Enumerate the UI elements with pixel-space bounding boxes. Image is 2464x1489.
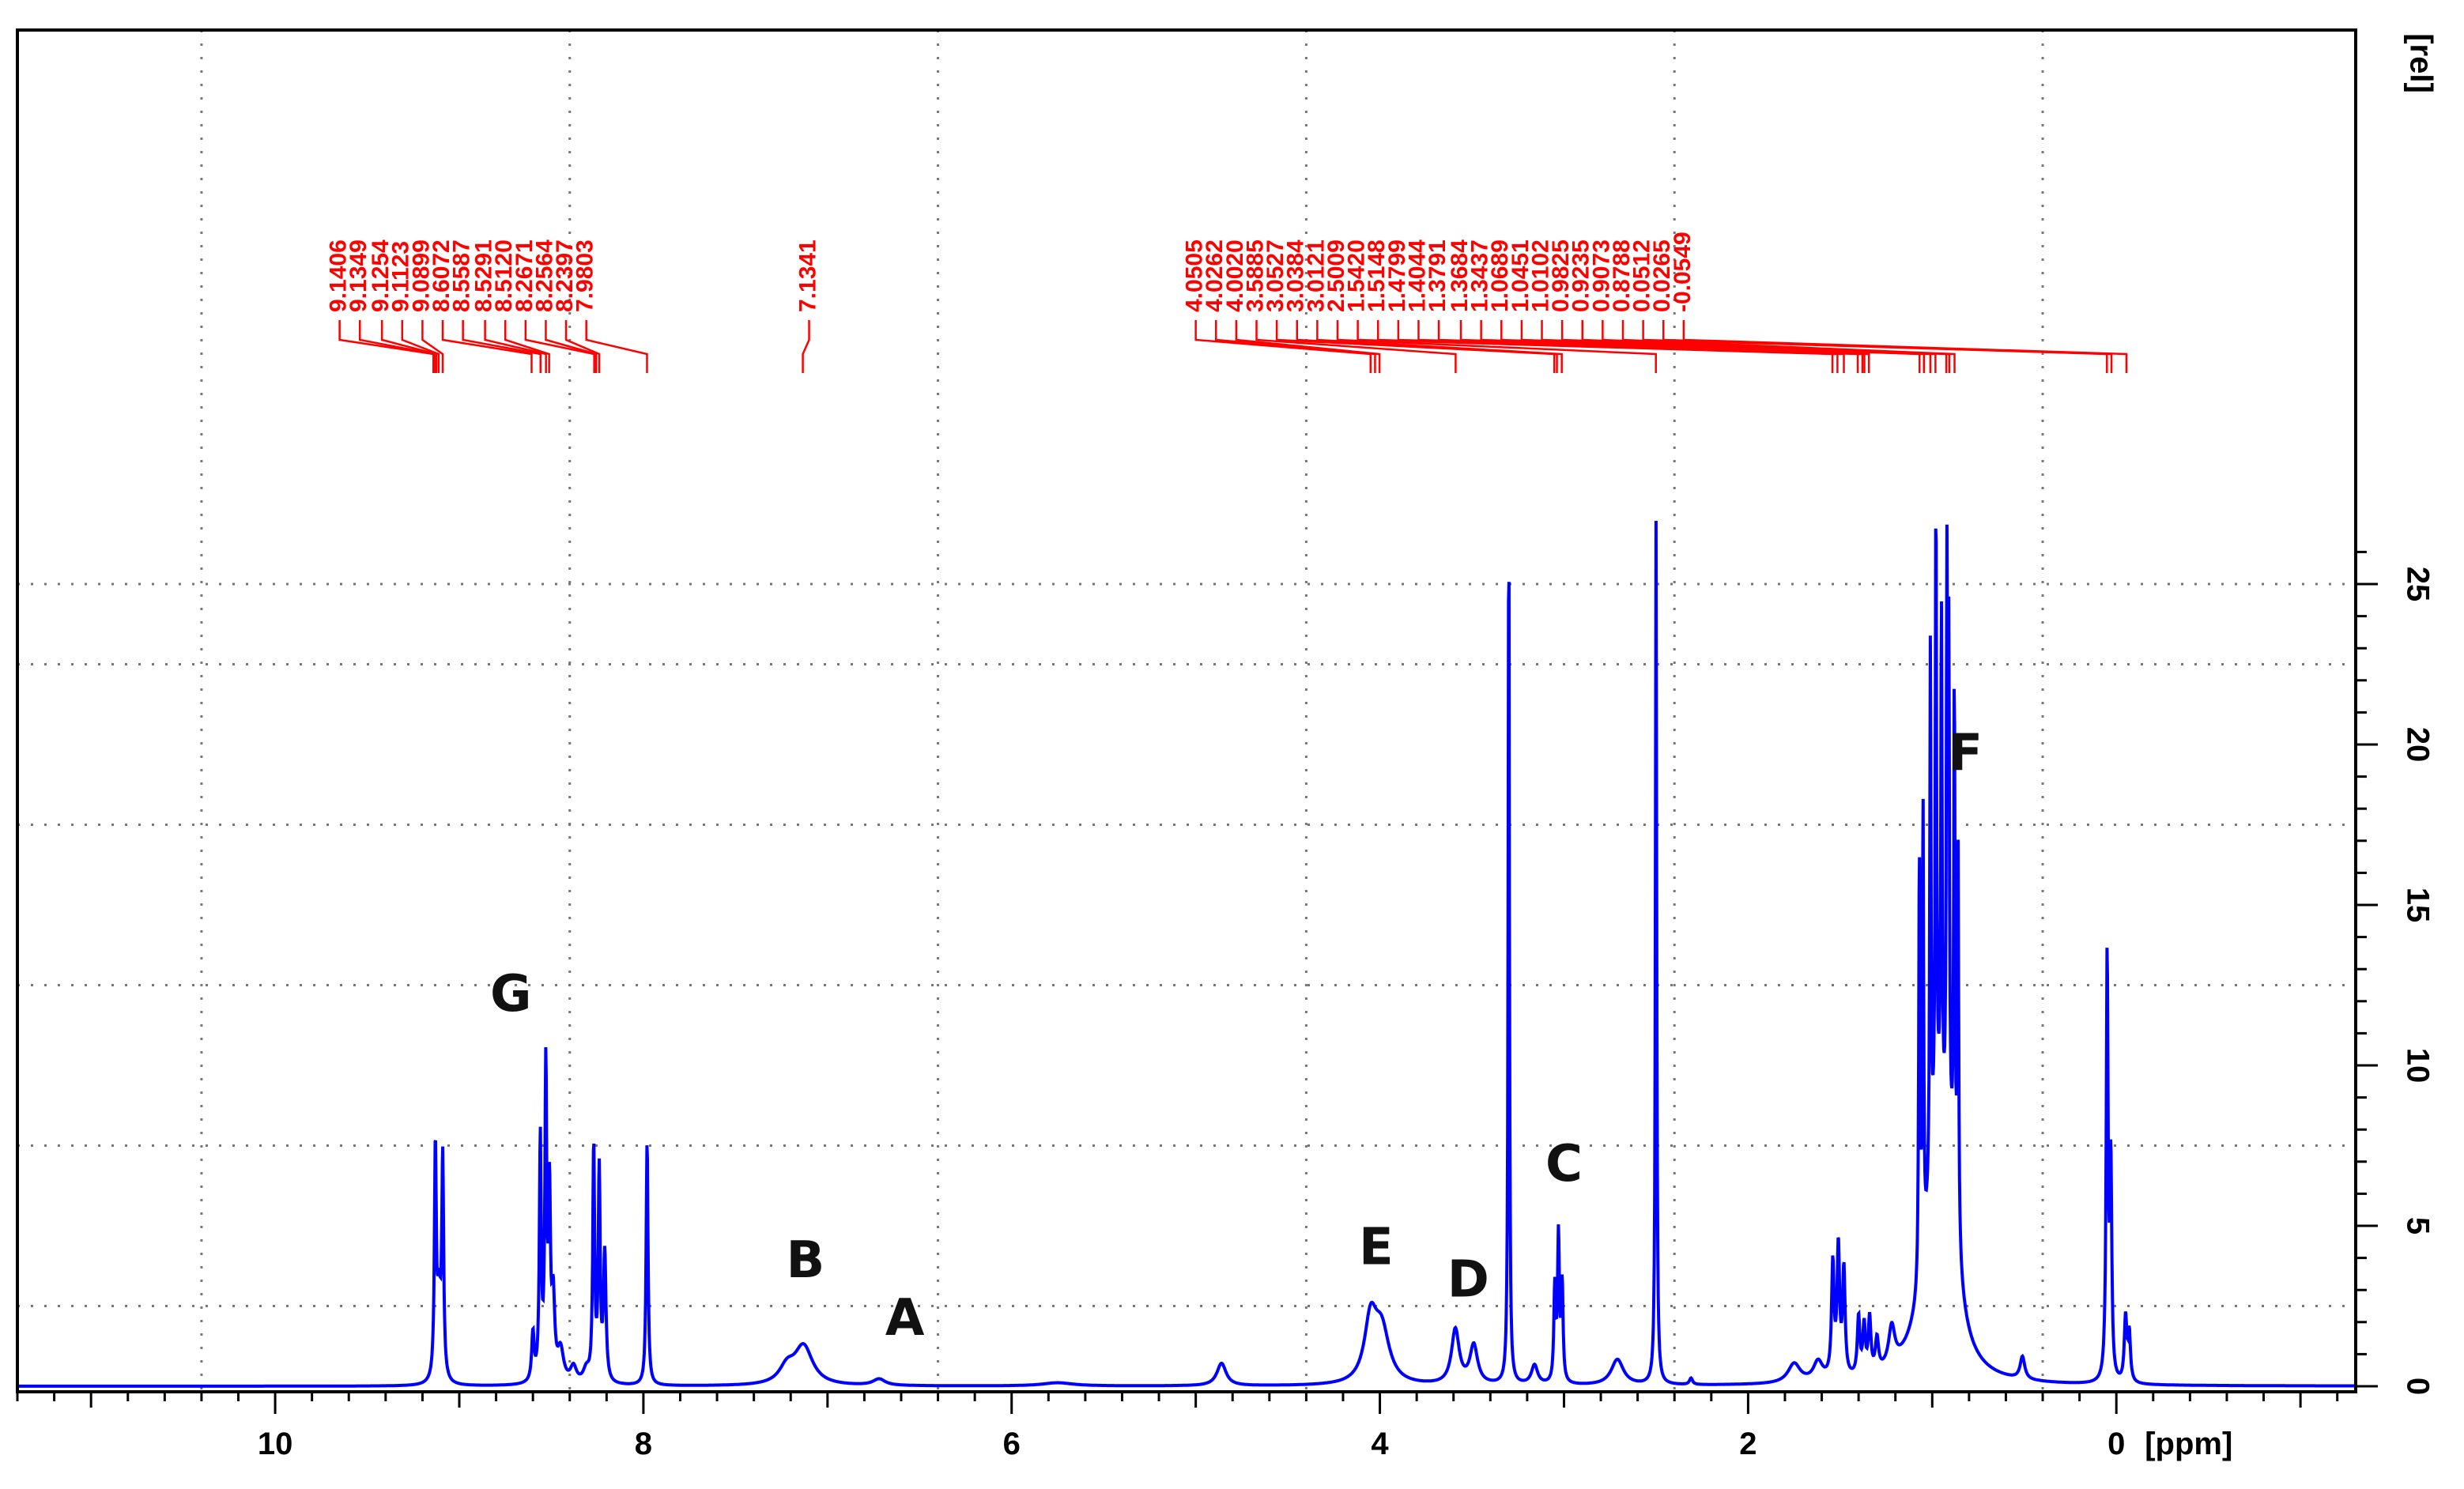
region-letters: G B A EDC F: [490, 724, 1983, 1348]
peak-label: 1.5420: [1344, 239, 1370, 312]
peak-label: 1.4044: [1404, 239, 1430, 312]
peak-label: 3.0384: [1283, 239, 1309, 312]
peak-label: 4.0505: [1182, 239, 1208, 312]
peak-label: 8.5587: [449, 239, 475, 312]
x-tick-label: 0: [2107, 1427, 2125, 1461]
peak-label: 8.5291: [471, 239, 497, 312]
peak-leader-line: [1480, 320, 1870, 373]
peak-label: 2.5009: [1323, 239, 1349, 312]
peak-label: 8.2397: [552, 239, 578, 312]
region-label-b: B: [786, 1231, 824, 1290]
peak-label: 0.0512: [1629, 239, 1655, 312]
peak-label: 0.9235: [1568, 239, 1594, 312]
peak-label: 4.0262: [1202, 239, 1228, 312]
peak-label: 7.1341: [794, 239, 821, 312]
peak-label: 0.8788: [1609, 239, 1635, 312]
peak-label: 1.4799: [1384, 239, 1410, 312]
peak-leader-line: [524, 320, 595, 373]
peak-leader-line: [802, 320, 810, 373]
peak-label: 1.5148: [1364, 239, 1390, 312]
peak-leader-line: [401, 320, 440, 373]
peak-leader-line: [564, 320, 601, 373]
peak-label: 1.0451: [1507, 239, 1534, 312]
peak-leader-line: [1336, 320, 1657, 373]
peak-label: 1.0102: [1527, 239, 1553, 312]
plot-frame: [16, 28, 2357, 1393]
grid-lines: [17, 30, 2356, 1392]
peak-label: 9.1254: [368, 239, 394, 312]
region-label-a: A: [885, 1289, 925, 1348]
peak-leader-line: [1682, 320, 2128, 373]
peak-leader-line: [1316, 320, 1563, 373]
peak-leader-line: [484, 320, 547, 373]
region-label-c: C: [1545, 1135, 1583, 1193]
peak-leader-line: [421, 320, 444, 373]
peak-leader-line: [462, 320, 542, 373]
region-label-g: G: [490, 965, 532, 1023]
peak-leader-line: [585, 320, 648, 373]
peak-leader-line: [504, 320, 550, 373]
peak-leader-line: [1621, 320, 1956, 373]
peak-label: 4.0020: [1222, 239, 1248, 312]
peak-label: 1.3791: [1424, 239, 1451, 312]
peak-label: 8.5120: [491, 239, 517, 312]
peak-leader-line: [380, 320, 438, 373]
peak-leader-line: [358, 320, 436, 373]
peak-label: 8.6072: [428, 239, 455, 312]
x-axis-label: [ppm]: [2145, 1427, 2232, 1461]
peak-leader-line: [1235, 320, 1381, 373]
peak-label: 8.2564: [531, 239, 557, 312]
peak-leader-line: [545, 320, 598, 373]
peak-leader-line: [441, 320, 533, 373]
y-tick-label: 25: [2400, 567, 2435, 602]
peak-label: 9.0899: [408, 239, 434, 312]
peak-label: 3.0527: [1262, 239, 1289, 312]
spectrum-trace: [17, 520, 2356, 1388]
peak-label: 0.9073: [1588, 239, 1614, 312]
peak-label: 1.3684: [1447, 239, 1473, 312]
x-tick-label: 4: [1371, 1427, 1389, 1461]
peak-leader-line: [1255, 320, 1457, 373]
peak-label: 8.2671: [511, 239, 538, 312]
region-label-e: E: [1359, 1219, 1394, 1277]
x-tick-label: 8: [635, 1427, 652, 1461]
peak-label: 3.5885: [1242, 239, 1268, 312]
peak-leader-line: [338, 320, 435, 373]
peak-leader-line: [1215, 320, 1376, 373]
peak-label: 0.9825: [1548, 239, 1574, 312]
peak-labels: 9.14069.13499.12549.11239.08998.60728.55…: [326, 232, 2128, 373]
region-label-d: D: [1447, 1250, 1489, 1309]
peak-leader-line: [1194, 320, 1372, 373]
peak-label: 9.1406: [326, 239, 352, 312]
x-tick-label: 10: [258, 1427, 293, 1461]
peak-label: -0.0549: [1670, 232, 1696, 312]
peak-label: 9.1123: [388, 241, 414, 312]
x-tick-label: 6: [1003, 1427, 1021, 1461]
peak-label: 0.0265: [1649, 239, 1675, 312]
region-label-f: F: [1948, 724, 1983, 782]
y-tick-label: 10: [2400, 1048, 2435, 1084]
y-tick-label: 20: [2400, 727, 2435, 763]
peak-label: 9.1349: [345, 239, 372, 312]
y-tick-label: 15: [2400, 888, 2435, 923]
peak-label: 7.9803: [572, 239, 598, 312]
y-tick-label: 5: [2400, 1217, 2435, 1235]
peak-label: 1.0689: [1487, 239, 1513, 312]
peak-label: 3.0121: [1303, 239, 1329, 312]
y-axis-label: [rel]: [2403, 33, 2438, 93]
peak-label: 1.3437: [1467, 239, 1493, 312]
y-tick-label: 0: [2400, 1378, 2435, 1395]
x-tick-label: 2: [1739, 1427, 1756, 1461]
